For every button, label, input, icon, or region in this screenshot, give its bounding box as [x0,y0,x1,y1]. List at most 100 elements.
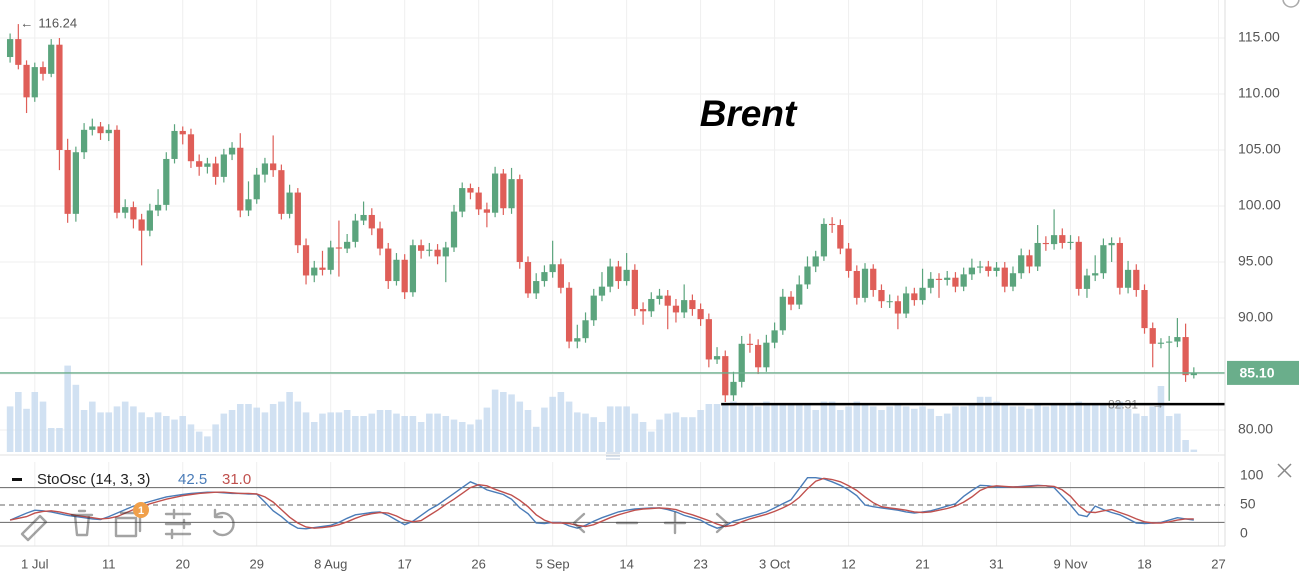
candle-body [39,67,47,74]
volume-bar [121,401,129,452]
volume-bar [532,426,540,452]
volume-bar [1091,404,1099,452]
candle-body [796,284,803,305]
volume-bar [302,412,310,452]
candle-body [1166,341,1173,343]
volume-bar [911,408,918,452]
candle-body [23,64,30,98]
volume-bar [368,413,376,452]
candle-body [368,214,375,229]
legend-toggle[interactable] [12,478,22,481]
candle-body [15,39,22,65]
candle-body [302,245,310,276]
volume-bar [310,422,318,452]
candle-body [475,192,482,210]
volume-bar [656,419,663,452]
volume-bar [179,416,187,452]
candle-body [491,173,499,213]
x-tick-label: 14 [619,556,633,571]
resize-handle[interactable] [606,452,620,460]
volume-bar [894,404,902,452]
volume-bar [590,417,598,452]
candle-body [409,245,417,293]
volume-bar [795,404,803,452]
volume-bar [1075,401,1083,452]
candle-body [122,207,129,213]
indicator-tick-label: 100 [1240,467,1264,483]
volume-bar [64,365,71,452]
candle-body [483,209,491,213]
candle-body [557,264,564,288]
candle-body [1182,337,1189,376]
volume-bar [327,412,334,452]
candle-body [278,170,285,214]
candle-body [311,267,318,276]
candle-body [639,309,647,312]
volume-bar [286,392,293,452]
candle-body [985,266,992,271]
candle-body [582,320,589,339]
candle-body [664,295,671,306]
volume-bar [598,422,606,452]
candle-body [1141,290,1148,329]
x-tick-label: 11 [102,556,116,571]
x-tick-label: 5 Sep [536,556,570,571]
candle-body [672,305,680,313]
volume-bar [878,410,885,452]
candle-body [1059,235,1066,243]
candle-body [623,269,630,282]
x-tick-label: 20 [176,556,190,571]
volume-bar [393,413,400,452]
candle-body [1001,267,1008,287]
pencil-tool[interactable] [20,514,48,542]
candle-body [607,266,614,287]
trash-tool[interactable] [70,509,94,537]
undo-tool[interactable] [212,508,235,537]
x-tick-label: 9 Nov [1054,556,1088,571]
volume-bar [1034,404,1041,452]
x-tick-label: 29 [249,556,263,571]
indicator-reading: 31.0 [222,471,251,488]
scroll-right[interactable] [715,512,729,534]
scroll-left[interactable] [572,512,586,534]
volume-bar [475,419,482,452]
candle-body [689,300,696,310]
volume-bar [820,401,828,452]
candle-body [763,342,770,368]
candle-body [31,67,38,98]
volume-bar [935,416,943,452]
candle-body [500,173,507,209]
candle-body [80,129,88,153]
volume-bar [516,401,524,452]
volume-bar [236,404,244,452]
settings-tool[interactable] [164,508,192,540]
volume-bar [360,416,367,452]
candle-body [97,126,104,134]
candle-body [376,228,384,249]
zoom-in[interactable] [663,511,687,535]
y-tick-label: 110.00 [1238,85,1280,101]
candle-body [878,290,885,302]
close-indicator[interactable] [1277,463,1292,478]
x-tick-label: 1 Jul [21,556,49,571]
volume-bar [1149,406,1157,452]
volume-bar [39,401,47,452]
volume-bar [812,410,819,452]
candle-body [738,343,745,382]
candle-body [237,147,244,211]
candle-body [919,287,926,301]
badge-count: 1 [138,505,144,517]
y-tick-label: 105.00 [1238,141,1281,157]
candle-body [845,248,852,271]
volume-bar [294,401,302,452]
candle-body [1149,328,1156,344]
volume-bar [730,401,737,452]
volume-bar [639,422,647,452]
volume-bar [508,394,515,452]
volume-bar [705,404,713,452]
search-icon[interactable] [1282,0,1300,8]
max-arrow: ← [20,16,33,31]
volume-bar [450,419,458,452]
volume-bar [853,401,861,452]
